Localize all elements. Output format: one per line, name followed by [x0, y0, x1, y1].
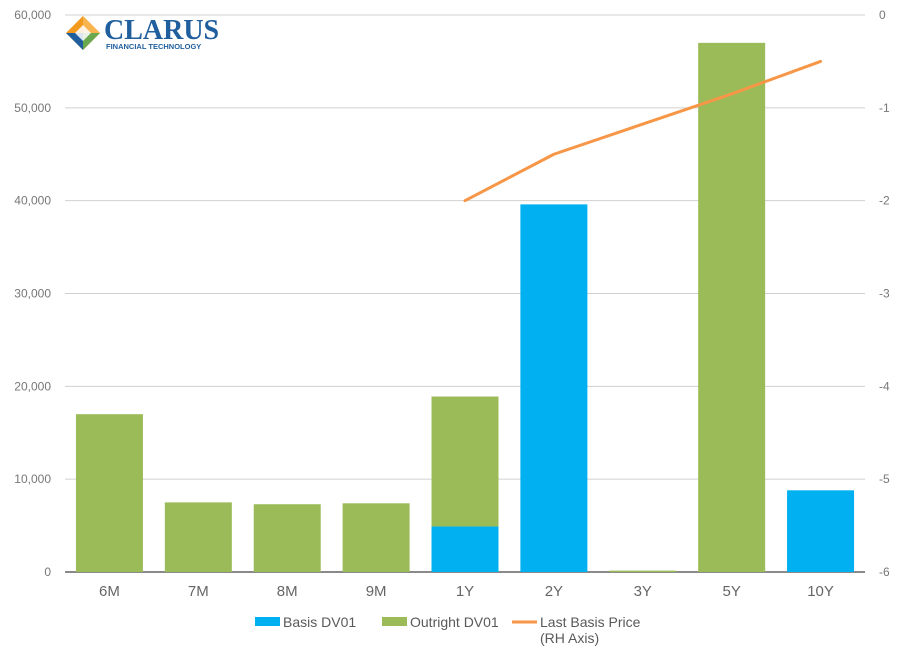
right-tick-label: -4 [879, 379, 890, 393]
logo-name: CLARUS [104, 15, 219, 46]
right-tick-label: -6 [879, 565, 890, 579]
right-tick-label: -2 [879, 194, 890, 208]
right-tick-label: 0 [879, 8, 886, 22]
bar-outright-dv01 [609, 570, 677, 572]
bars [75, 42, 855, 573]
category-label: 9M [366, 583, 387, 600]
bar-basis-dv01 [520, 204, 588, 572]
right-tick-label: -3 [879, 287, 890, 301]
bar-outright-dv01 [253, 504, 321, 572]
clarus-diamond-icon [66, 16, 100, 50]
bar-basis-dv01 [787, 490, 855, 572]
legend-label: Outright DV01 [410, 614, 499, 630]
bar-outright-dv01 [75, 414, 143, 572]
category-label: 5Y [722, 583, 740, 600]
category-label: 1Y [456, 583, 474, 600]
left-tick-label: 10,000 [14, 472, 51, 486]
left-tick-label: 60,000 [14, 8, 51, 22]
logo-tagline: FINANCIAL TECHNOLOGY [106, 42, 201, 51]
legend-label: Last Basis Price (RH Axis) [540, 614, 641, 646]
left-tick-label: 0 [44, 565, 51, 579]
left-axis: 0 10,000 20,000 30,000 40,000 50,000 60,000 [14, 8, 51, 579]
bar-outright-dv01 [431, 396, 499, 527]
category-label: 6M [99, 583, 120, 600]
right-tick-label: -1 [879, 101, 890, 115]
left-tick-label: 40,000 [14, 194, 51, 208]
right-axis: -6 -5 -4 -3 -2 -1 0 [879, 8, 890, 579]
legend-label: Basis DV01 [283, 614, 356, 630]
left-tick-label: 20,000 [14, 379, 51, 393]
bar-basis-dv01 [431, 526, 499, 572]
left-tick-label: 50,000 [14, 101, 51, 115]
legend-swatch [382, 617, 407, 626]
clarus-logo: CLARUS FINANCIAL TECHNOLOGY [66, 15, 219, 51]
category-label: 3Y [634, 583, 652, 600]
bar-outright-dv01 [698, 42, 766, 573]
bar-outright-dv01 [164, 502, 232, 572]
legend: Basis DV01 Outright DV01 Last Basis Price(… [255, 614, 641, 646]
category-axis: 6M 7M 8M 9M 1Y 2Y 3Y 5Y 10Y [99, 583, 834, 600]
category-label: 2Y [545, 583, 563, 600]
category-label: 7M [188, 583, 209, 600]
left-tick-label: 30,000 [14, 287, 51, 301]
line-last-basis-price [463, 59, 823, 203]
category-label: 10Y [807, 583, 834, 600]
line-series [463, 59, 823, 203]
category-label: 8M [277, 583, 298, 600]
right-tick-label: -5 [879, 472, 890, 486]
bar-outright-dv01 [342, 503, 410, 572]
legend-swatch [255, 617, 280, 626]
